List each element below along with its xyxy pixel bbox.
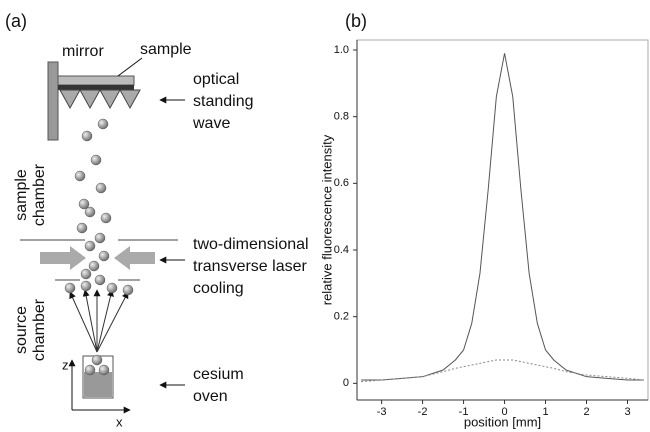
atom (78, 198, 90, 210)
axis-label: z (62, 357, 69, 372)
atom (97, 118, 109, 130)
chamber-label: source (13, 306, 30, 354)
atom (95, 182, 107, 194)
chamber-label: chamber (31, 298, 48, 361)
apparatus-diagram: (a) mirror sample optical standing wave … (5, 11, 309, 430)
x-tick-label: -2 (418, 406, 428, 418)
y-tick-label: 1.0 (334, 44, 349, 56)
x-tick-label: -1 (459, 406, 469, 418)
atom (94, 274, 106, 286)
plot-frame (356, 39, 649, 401)
atom (122, 284, 134, 296)
atom (80, 280, 92, 292)
atom (98, 250, 110, 262)
y-tick-label: 0.8 (334, 111, 349, 123)
axis-label: x (116, 414, 123, 429)
atom (64, 282, 76, 294)
atom (81, 130, 93, 142)
mirror-label: mirror (62, 43, 104, 60)
y-tick-label: 0.4 (334, 244, 349, 256)
x-axis-title: position [mm] (464, 414, 541, 429)
cooling-beam (40, 246, 86, 270)
x-tick-label: 3 (624, 406, 630, 418)
panel-label: (b) (345, 11, 367, 31)
oven-label: cesium (193, 366, 244, 383)
atom (91, 354, 103, 366)
standing-wave (59, 89, 141, 110)
atom (106, 282, 118, 294)
standing-wave-label: standing (193, 93, 254, 110)
sample-label: sample (140, 41, 192, 58)
atom-paths (69, 289, 129, 353)
atom (84, 206, 96, 218)
sample-plate (57, 75, 135, 86)
cooling-label: cooling (193, 280, 244, 297)
chamber-label: sample (13, 169, 30, 221)
panel-label: (a) (5, 11, 27, 31)
atoms (64, 118, 134, 376)
x-tick-label: 0 (501, 406, 507, 418)
oven-label: oven (193, 388, 228, 405)
x-tick-label: 2 (583, 406, 589, 418)
y-tick-label: 0.6 (334, 177, 349, 189)
atom (88, 260, 100, 272)
standing-wave-label: optical (193, 71, 239, 88)
atom (74, 170, 86, 182)
cooling-label: two-dimensional (193, 236, 309, 253)
atom (80, 268, 92, 280)
atom (100, 212, 112, 224)
standing-wave-bar (58, 85, 134, 90)
atom (84, 364, 96, 376)
mirror (47, 61, 59, 141)
y-axis-title: relative fluorescence intensity (319, 134, 334, 305)
atom (84, 240, 96, 252)
series-line (361, 53, 644, 381)
x-tick-label: -3 (377, 406, 387, 418)
atom (90, 154, 102, 166)
cooling-beam (114, 246, 155, 270)
cooling-label: transverse laser (193, 258, 307, 275)
standing-wave-label: wave (192, 115, 230, 132)
x-tick-label: 1 (542, 406, 548, 418)
series-line (361, 359, 644, 383)
atom (76, 222, 88, 234)
y-tick-label: 0 (343, 377, 349, 389)
atom (94, 232, 106, 244)
sample-pointer (117, 57, 143, 77)
atom (98, 364, 110, 376)
cesium (84, 372, 112, 397)
chamber-label: chamber (31, 163, 48, 226)
y-tick-label: 0.2 (334, 311, 349, 323)
